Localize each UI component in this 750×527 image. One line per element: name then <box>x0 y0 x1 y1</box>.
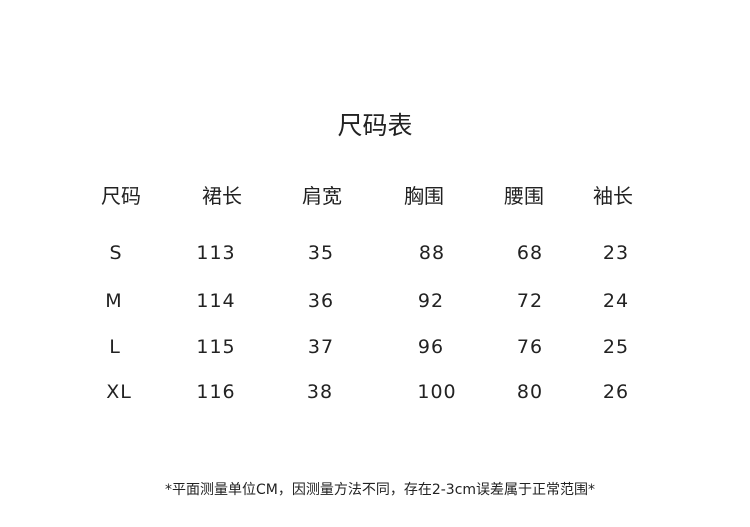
cell-waist: 80 <box>516 381 544 403</box>
cell-size: S <box>109 242 123 264</box>
table-header-row: 尺码 裙长 肩宽 胸围 腰围 袖长 <box>0 181 750 211</box>
cell-bust: 100 <box>417 381 457 403</box>
cell-sleeve: 25 <box>602 336 630 358</box>
header-length: 裙长 <box>202 184 242 208</box>
header-bust: 胸围 <box>404 184 444 208</box>
cell-waist: 68 <box>516 242 544 264</box>
cell-bust: 96 <box>417 336 445 358</box>
cell-waist: 72 <box>516 290 544 312</box>
cell-waist: 76 <box>516 336 544 358</box>
table-row: XL 116 38 100 80 26 <box>0 377 750 407</box>
cell-size: XL <box>106 381 132 403</box>
cell-length: 113 <box>196 242 236 264</box>
cell-shoulder: 37 <box>307 336 335 358</box>
cell-length: 114 <box>196 290 236 312</box>
header-waist: 腰围 <box>504 184 544 208</box>
cell-sleeve: 24 <box>602 290 630 312</box>
table-row: L 115 37 96 76 25 <box>0 332 750 362</box>
header-sleeve: 袖长 <box>593 184 633 208</box>
cell-sleeve: 26 <box>602 381 630 403</box>
header-shoulder: 肩宽 <box>302 184 342 208</box>
page-title: 尺码表 <box>337 111 413 140</box>
cell-sleeve: 23 <box>602 242 630 264</box>
table-row: M 114 36 92 72 24 <box>0 286 750 316</box>
cell-bust: 92 <box>417 290 445 312</box>
cell-shoulder: 38 <box>306 381 334 403</box>
cell-bust: 88 <box>418 242 446 264</box>
cell-shoulder: 35 <box>307 242 335 264</box>
cell-shoulder: 36 <box>307 290 335 312</box>
cell-length: 116 <box>196 381 236 403</box>
cell-length: 115 <box>196 336 236 358</box>
cell-size: L <box>109 336 121 358</box>
table-row: S 113 35 88 68 23 <box>0 238 750 268</box>
measurement-note: *平面测量单位CM，因测量方法不同，存在2-3cm误差属于正常范围* <box>164 482 596 498</box>
header-size: 尺码 <box>101 184 141 208</box>
cell-size: M <box>105 290 123 312</box>
